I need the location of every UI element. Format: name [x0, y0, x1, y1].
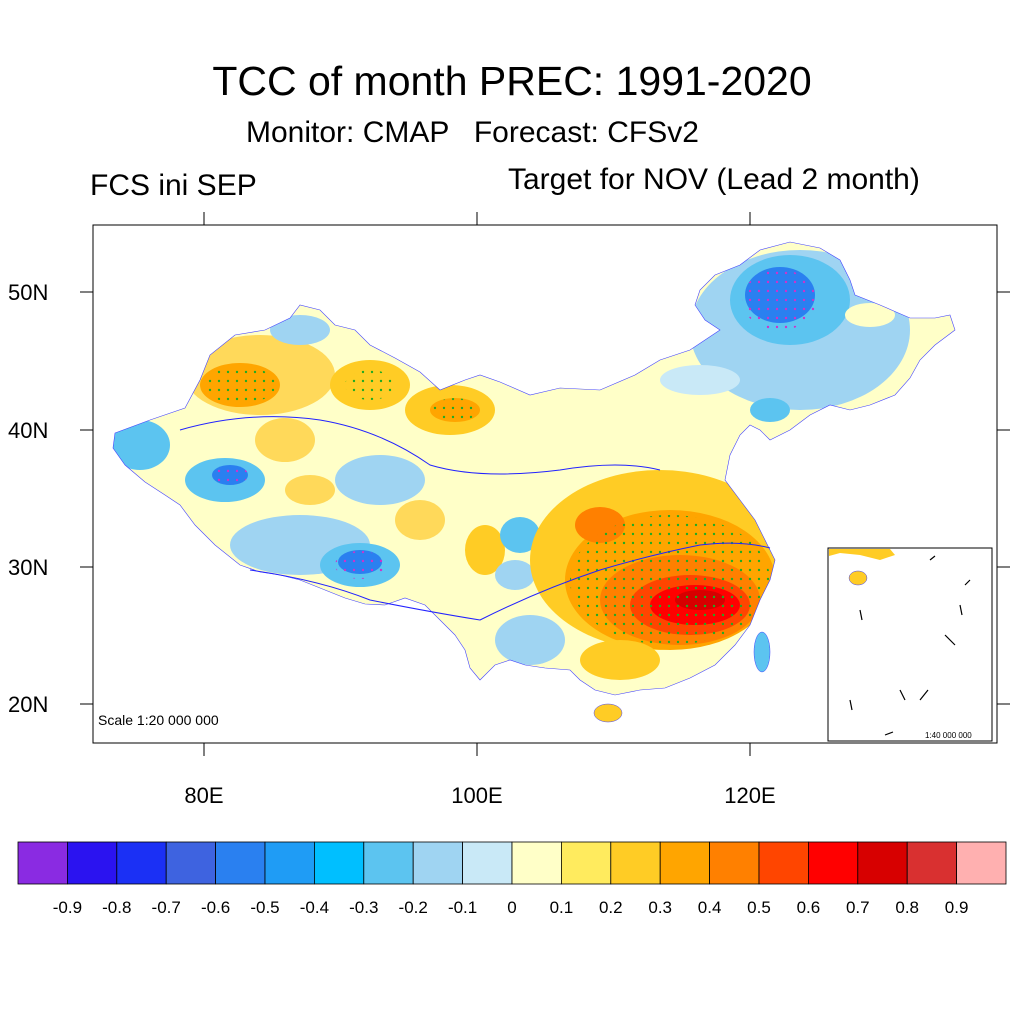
colorbar-swatch [610, 841, 661, 885]
inset-scale-label: 1:40 000 000 [925, 731, 972, 740]
colorbar-label: 0.8 [895, 898, 919, 917]
hainan-island [593, 703, 623, 723]
colorbar-label: 0.3 [648, 898, 672, 917]
colorbar-swatch [363, 841, 414, 885]
map-title: TCC of month PREC: 1991-2020 [212, 58, 812, 104]
lat-label-50n: 50N [8, 280, 48, 305]
colorbar: -0.9 -0.8 -0.7 -0.6 -0.5 -0.4 -0.3 -0.2 -0.1 0 0.1… [17, 841, 1007, 917]
river-huanghe [179, 416, 661, 475]
colorbar-label: 0 [507, 898, 516, 917]
colorbar-label: -0.8 [102, 898, 131, 917]
colorbar-swatch [857, 841, 908, 885]
colorbar-swatch [17, 841, 68, 885]
colorbar-swatch [67, 841, 118, 885]
colorbar-label: -0.3 [349, 898, 378, 917]
taiwan-island [753, 631, 771, 673]
colorbar-label: -0.5 [250, 898, 279, 917]
colorbar-swatch [462, 841, 513, 885]
colorbar-swatch [511, 841, 562, 885]
colorbar-label: 0.1 [550, 898, 574, 917]
colorbar-swatch [659, 841, 711, 885]
colorbar-label: -0.6 [201, 898, 230, 917]
colorbar-swatch [215, 841, 266, 885]
colorbar-label: -0.1 [448, 898, 477, 917]
colorbar-swatch [561, 841, 612, 885]
initialization-label: FCS ini SEP [90, 169, 257, 202]
lon-label-80e: 80E [184, 783, 223, 808]
colorbar-label: 0.5 [747, 898, 771, 917]
colorbar-swatch [709, 841, 760, 885]
lat-label-40n: 40N [8, 418, 48, 443]
colorbar-swatch [906, 841, 958, 885]
colorbar-swatch [758, 841, 809, 885]
colorbar-swatch [264, 841, 315, 885]
lon-label-120e: 120E [724, 783, 775, 808]
colorbar-swatch [956, 841, 1007, 885]
scale-label: Scale 1:20 000 000 [98, 712, 219, 728]
colorbar-swatch [165, 841, 216, 885]
significance-stippling [202, 270, 818, 645]
lat-label-20n: 20N [8, 692, 48, 717]
colorbar-label: -0.4 [300, 898, 329, 917]
colorbar-swatch [808, 841, 859, 885]
river-changjiang [249, 542, 771, 621]
target-label: Target for NOV (Lead 2 month) [508, 163, 920, 196]
colorbar-label: -0.2 [399, 898, 428, 917]
colorbar-label: 0.6 [797, 898, 821, 917]
colorbar-swatch [412, 841, 464, 885]
axis-ticks [80, 212, 1010, 756]
colorbar-swatch [116, 841, 167, 885]
lon-label-100e: 100E [451, 783, 502, 808]
colorbar-label: 0.9 [945, 898, 969, 917]
south-china-sea-inset: 1:40 000 000 [827, 547, 993, 742]
map-subtitle: Monitor: CMAP Forecast: CFSv2 [246, 116, 699, 149]
colorbar-label: 0.4 [698, 898, 722, 917]
lat-label-30n: 30N [8, 555, 48, 580]
colorbar-label: 0.2 [599, 898, 623, 917]
colorbar-label: 0.7 [846, 898, 870, 917]
colorbar-swatch [313, 841, 365, 885]
colorbar-label: -0.9 [53, 898, 82, 917]
colorbar-label: -0.7 [152, 898, 181, 917]
